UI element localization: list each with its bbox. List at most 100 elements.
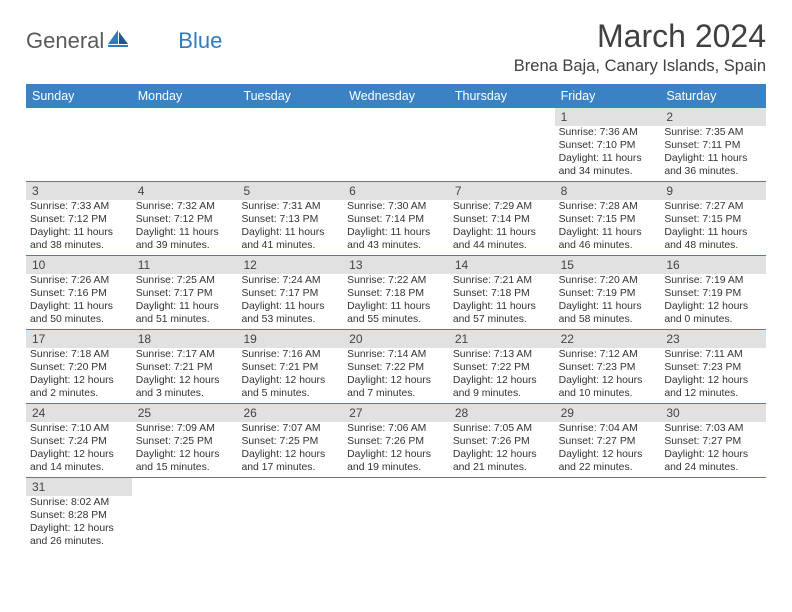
page-title: March 2024: [514, 18, 766, 55]
day-header: Tuesday: [237, 84, 343, 108]
sail-icon: [106, 28, 130, 54]
sunrise-line: Sunrise: 7:13 AM: [453, 348, 551, 361]
daynum-row: 31: [26, 478, 766, 496]
day-cell: [237, 126, 343, 181]
calendar: Sunday Monday Tuesday Wednesday Thursday…: [26, 84, 766, 551]
sunset-line: Sunset: 7:27 PM: [559, 435, 657, 448]
day-cell: [132, 126, 238, 181]
sunset-line: Sunset: 7:17 PM: [136, 287, 234, 300]
sunrise-line: Sunrise: 7:05 AM: [453, 422, 551, 435]
day-number: 11: [132, 256, 238, 274]
sunrise-line: Sunrise: 7:29 AM: [453, 200, 551, 213]
day-number: 21: [449, 330, 555, 348]
day-header: Thursday: [449, 84, 555, 108]
daynum-row: 3456789: [26, 182, 766, 200]
day-number: 31: [26, 478, 132, 496]
sunset-line: Sunset: 7:11 PM: [664, 139, 762, 152]
day-cell: [237, 496, 343, 551]
daylight-line: Daylight: 11 hours and 46 minutes.: [559, 226, 657, 252]
day-number: 23: [660, 330, 766, 348]
day-number: 16: [660, 256, 766, 274]
day-cell: Sunrise: 7:10 AMSunset: 7:24 PMDaylight:…: [26, 422, 132, 477]
sunrise-line: Sunrise: 7:07 AM: [241, 422, 339, 435]
day-cell: [26, 126, 132, 181]
sunset-line: Sunset: 7:13 PM: [241, 213, 339, 226]
day-number: 6: [343, 182, 449, 200]
sunset-line: Sunset: 7:19 PM: [559, 287, 657, 300]
day-header: Wednesday: [343, 84, 449, 108]
day-number: 22: [555, 330, 661, 348]
day-number: 26: [237, 404, 343, 422]
day-cell: Sunrise: 7:13 AMSunset: 7:22 PMDaylight:…: [449, 348, 555, 403]
day-cell: Sunrise: 7:06 AMSunset: 7:26 PMDaylight:…: [343, 422, 449, 477]
day-cell: Sunrise: 8:02 AMSunset: 8:28 PMDaylight:…: [26, 496, 132, 551]
sunrise-line: Sunrise: 7:03 AM: [664, 422, 762, 435]
sunset-line: Sunset: 7:10 PM: [559, 139, 657, 152]
sunrise-line: Sunrise: 7:25 AM: [136, 274, 234, 287]
day-cell: Sunrise: 7:25 AMSunset: 7:17 PMDaylight:…: [132, 274, 238, 329]
day-number: 9: [660, 182, 766, 200]
day-number: 19: [237, 330, 343, 348]
sunset-line: Sunset: 7:19 PM: [664, 287, 762, 300]
day-number: [343, 108, 449, 126]
day-number: 7: [449, 182, 555, 200]
day-cell: [449, 126, 555, 181]
day-cell: Sunrise: 7:29 AMSunset: 7:14 PMDaylight:…: [449, 200, 555, 255]
day-number: 30: [660, 404, 766, 422]
daylight-line: Daylight: 11 hours and 51 minutes.: [136, 300, 234, 326]
day-number: [343, 478, 449, 496]
day-number: 25: [132, 404, 238, 422]
sunset-line: Sunset: 7:22 PM: [453, 361, 551, 374]
day-number: 8: [555, 182, 661, 200]
day-cell: Sunrise: 7:05 AMSunset: 7:26 PMDaylight:…: [449, 422, 555, 477]
day-number: 24: [26, 404, 132, 422]
daylight-line: Daylight: 12 hours and 22 minutes.: [559, 448, 657, 474]
day-header-row: Sunday Monday Tuesday Wednesday Thursday…: [26, 84, 766, 108]
sunrise-line: Sunrise: 7:16 AM: [241, 348, 339, 361]
sunset-line: Sunset: 7:14 PM: [347, 213, 445, 226]
header: General Blue March 2024 Brena Baja, Cana…: [26, 18, 766, 76]
title-block: March 2024 Brena Baja, Canary Islands, S…: [514, 18, 766, 76]
day-cell: Sunrise: 7:24 AMSunset: 7:17 PMDaylight:…: [237, 274, 343, 329]
day-number: 4: [132, 182, 238, 200]
day-cell: [343, 126, 449, 181]
daylight-line: Daylight: 12 hours and 14 minutes.: [30, 448, 128, 474]
sunset-line: Sunset: 7:12 PM: [30, 213, 128, 226]
sunrise-line: Sunrise: 7:26 AM: [30, 274, 128, 287]
daynum-row: 10111213141516: [26, 256, 766, 274]
sunset-line: Sunset: 7:26 PM: [453, 435, 551, 448]
sunrise-line: Sunrise: 7:31 AM: [241, 200, 339, 213]
day-header: Friday: [555, 84, 661, 108]
day-number: 18: [132, 330, 238, 348]
sunset-line: Sunset: 7:23 PM: [559, 361, 657, 374]
daylight-line: Daylight: 12 hours and 15 minutes.: [136, 448, 234, 474]
sunset-line: Sunset: 7:25 PM: [136, 435, 234, 448]
day-cell: Sunrise: 7:17 AMSunset: 7:21 PMDaylight:…: [132, 348, 238, 403]
sunrise-line: Sunrise: 7:33 AM: [30, 200, 128, 213]
day-cell: Sunrise: 7:31 AMSunset: 7:13 PMDaylight:…: [237, 200, 343, 255]
day-cell: Sunrise: 7:20 AMSunset: 7:19 PMDaylight:…: [555, 274, 661, 329]
daylight-line: Daylight: 12 hours and 17 minutes.: [241, 448, 339, 474]
sunrise-line: Sunrise: 7:09 AM: [136, 422, 234, 435]
daynum-row: 12: [26, 108, 766, 126]
weeks-container: 12Sunrise: 7:36 AMSunset: 7:10 PMDayligh…: [26, 108, 766, 551]
day-cell: Sunrise: 7:03 AMSunset: 7:27 PMDaylight:…: [660, 422, 766, 477]
daylight-line: Daylight: 12 hours and 12 minutes.: [664, 374, 762, 400]
daylight-line: Daylight: 11 hours and 36 minutes.: [664, 152, 762, 178]
day-cell: Sunrise: 7:28 AMSunset: 7:15 PMDaylight:…: [555, 200, 661, 255]
week-row: Sunrise: 7:26 AMSunset: 7:16 PMDaylight:…: [26, 274, 766, 330]
daynum-row: 17181920212223: [26, 330, 766, 348]
sunset-line: Sunset: 7:18 PM: [453, 287, 551, 300]
day-cell: Sunrise: 7:16 AMSunset: 7:21 PMDaylight:…: [237, 348, 343, 403]
daylight-line: Daylight: 11 hours and 48 minutes.: [664, 226, 762, 252]
daylight-line: Daylight: 11 hours and 53 minutes.: [241, 300, 339, 326]
daylight-line: Daylight: 11 hours and 39 minutes.: [136, 226, 234, 252]
daylight-line: Daylight: 11 hours and 58 minutes.: [559, 300, 657, 326]
sunset-line: Sunset: 7:17 PM: [241, 287, 339, 300]
page-subtitle: Brena Baja, Canary Islands, Spain: [514, 57, 766, 76]
sunset-line: Sunset: 8:28 PM: [30, 509, 128, 522]
sunrise-line: Sunrise: 7:18 AM: [30, 348, 128, 361]
sunrise-line: Sunrise: 7:20 AM: [559, 274, 657, 287]
sunrise-line: Sunrise: 7:27 AM: [664, 200, 762, 213]
day-cell: Sunrise: 7:22 AMSunset: 7:18 PMDaylight:…: [343, 274, 449, 329]
